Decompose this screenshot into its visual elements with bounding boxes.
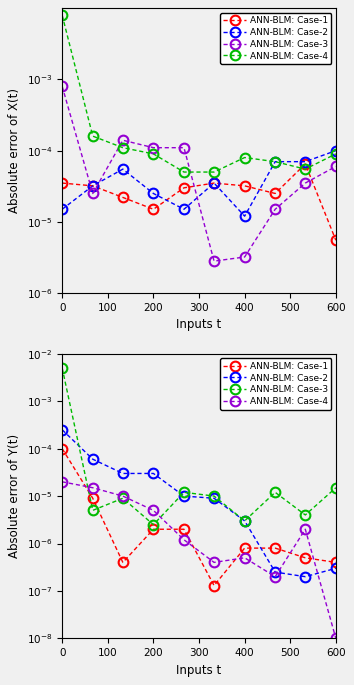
- ANN-BLM: Case-3: (267, 0.00011): Case-3: (267, 0.00011): [182, 144, 186, 152]
- ANN-BLM: Case-3: (0, 0.005): Case-3: (0, 0.005): [60, 364, 64, 372]
- ANN-BLM: Case-1: (333, 1.3e-07): Case-1: (333, 1.3e-07): [212, 582, 216, 590]
- ANN-BLM: Case-4: (0, 2e-05): Case-4: (0, 2e-05): [60, 477, 64, 486]
- ANN-BLM: Case-1: (267, 3e-05): Case-1: (267, 3e-05): [182, 184, 186, 192]
- ANN-BLM: Case-3: (200, 2.5e-06): Case-3: (200, 2.5e-06): [151, 521, 155, 529]
- ANN-BLM: Case-4: (533, 5.5e-05): Case-4: (533, 5.5e-05): [303, 165, 307, 173]
- Y-axis label: Absolute error of Y(t): Absolute error of Y(t): [8, 434, 21, 558]
- ANN-BLM: Case-3: (400, 3.2e-06): Case-3: (400, 3.2e-06): [242, 253, 247, 261]
- ANN-BLM: Case-2: (0, 1.5e-05): Case-2: (0, 1.5e-05): [60, 205, 64, 213]
- ANN-BLM: Case-2: (467, 7e-05): Case-2: (467, 7e-05): [273, 158, 277, 166]
- ANN-BLM: Case-2: (133, 5.5e-05): Case-2: (133, 5.5e-05): [121, 165, 125, 173]
- ANN-BLM: Case-1: (200, 1.5e-05): Case-1: (200, 1.5e-05): [151, 205, 155, 213]
- ANN-BLM: Case-3: (133, 0.00014): Case-3: (133, 0.00014): [121, 136, 125, 145]
- ANN-BLM: Case-2: (267, 1e-05): Case-2: (267, 1e-05): [182, 492, 186, 500]
- Line: ANN-BLM: Case-1: ANN-BLM: Case-1: [57, 444, 341, 590]
- ANN-BLM: Case-4: (200, 9e-05): Case-4: (200, 9e-05): [151, 150, 155, 158]
- Legend: ANN-BLM: Case-1, ANN-BLM: Case-2, ANN-BLM: Case-3, ANN-BLM: Case-4: ANN-BLM: Case-1, ANN-BLM: Case-2, ANN-BL…: [220, 358, 331, 410]
- ANN-BLM: Case-3: (267, 1.2e-05): Case-3: (267, 1.2e-05): [182, 488, 186, 497]
- ANN-BLM: Case-1: (0, 3.5e-05): Case-1: (0, 3.5e-05): [60, 179, 64, 187]
- ANN-BLM: Case-3: (533, 3.5e-05): Case-3: (533, 3.5e-05): [303, 179, 307, 187]
- ANN-BLM: Case-4: (467, 7e-05): Case-4: (467, 7e-05): [273, 158, 277, 166]
- ANN-BLM: Case-4: (600, 9e-05): Case-4: (600, 9e-05): [334, 150, 338, 158]
- ANN-BLM: Case-2: (333, 3.5e-05): Case-2: (333, 3.5e-05): [212, 179, 216, 187]
- ANN-BLM: Case-1: (333, 3.5e-05): Case-1: (333, 3.5e-05): [212, 179, 216, 187]
- ANN-BLM: Case-3: (67, 2.5e-05): Case-3: (67, 2.5e-05): [91, 189, 95, 197]
- ANN-BLM: Case-4: (67, 0.00016): Case-4: (67, 0.00016): [91, 132, 95, 140]
- ANN-BLM: Case-3: (333, 2.8e-06): Case-3: (333, 2.8e-06): [212, 257, 216, 265]
- ANN-BLM: Case-2: (533, 7e-05): Case-2: (533, 7e-05): [303, 158, 307, 166]
- ANN-BLM: Case-1: (67, 9e-06): Case-1: (67, 9e-06): [91, 494, 95, 502]
- ANN-BLM: Case-1: (67, 3.2e-05): Case-1: (67, 3.2e-05): [91, 182, 95, 190]
- ANN-BLM: Case-2: (600, 3e-07): Case-2: (600, 3e-07): [334, 564, 338, 573]
- ANN-BLM: Case-1: (400, 8e-07): Case-1: (400, 8e-07): [242, 544, 247, 552]
- ANN-BLM: Case-1: (600, 5.5e-06): Case-1: (600, 5.5e-06): [334, 236, 338, 245]
- Line: ANN-BLM: Case-4: ANN-BLM: Case-4: [57, 477, 341, 643]
- ANN-BLM: Case-1: (133, 2.2e-05): Case-1: (133, 2.2e-05): [121, 193, 125, 201]
- ANN-BLM: Case-2: (67, 6e-05): Case-2: (67, 6e-05): [91, 455, 95, 463]
- ANN-BLM: Case-2: (533, 2e-07): Case-2: (533, 2e-07): [303, 573, 307, 581]
- ANN-BLM: Case-3: (467, 1.5e-05): Case-3: (467, 1.5e-05): [273, 205, 277, 213]
- ANN-BLM: Case-4: (600, 1e-08): Case-4: (600, 1e-08): [334, 634, 338, 643]
- ANN-BLM: Case-1: (467, 8e-07): Case-1: (467, 8e-07): [273, 544, 277, 552]
- ANN-BLM: Case-3: (600, 6e-05): Case-3: (600, 6e-05): [334, 162, 338, 171]
- ANN-BLM: Case-3: (533, 4e-06): Case-3: (533, 4e-06): [303, 511, 307, 519]
- ANN-BLM: Case-2: (67, 3.2e-05): Case-2: (67, 3.2e-05): [91, 182, 95, 190]
- ANN-BLM: Case-1: (400, 3.2e-05): Case-1: (400, 3.2e-05): [242, 182, 247, 190]
- Line: ANN-BLM: Case-3: ANN-BLM: Case-3: [57, 363, 341, 530]
- ANN-BLM: Case-2: (133, 3e-05): Case-2: (133, 3e-05): [121, 469, 125, 477]
- ANN-BLM: Case-2: (200, 2.5e-05): Case-2: (200, 2.5e-05): [151, 189, 155, 197]
- ANN-BLM: Case-2: (400, 3e-06): Case-2: (400, 3e-06): [242, 516, 247, 525]
- ANN-BLM: Case-4: (0, 0.008): Case-4: (0, 0.008): [60, 11, 64, 19]
- ANN-BLM: Case-4: (67, 1.5e-05): Case-4: (67, 1.5e-05): [91, 484, 95, 492]
- ANN-BLM: Case-3: (0, 0.0008): Case-3: (0, 0.0008): [60, 82, 64, 90]
- ANN-BLM: Case-1: (133, 4e-07): Case-1: (133, 4e-07): [121, 558, 125, 566]
- ANN-BLM: Case-3: (333, 1e-05): Case-3: (333, 1e-05): [212, 492, 216, 500]
- ANN-BLM: Case-1: (0, 0.0001): Case-1: (0, 0.0001): [60, 445, 64, 453]
- ANN-BLM: Case-4: (267, 1.2e-06): Case-4: (267, 1.2e-06): [182, 536, 186, 544]
- ANN-BLM: Case-2: (600, 0.0001): Case-2: (600, 0.0001): [334, 147, 338, 155]
- ANN-BLM: Case-1: (533, 5e-07): Case-1: (533, 5e-07): [303, 553, 307, 562]
- ANN-BLM: Case-3: (600, 1.5e-05): Case-3: (600, 1.5e-05): [334, 484, 338, 492]
- ANN-BLM: Case-2: (467, 2.5e-07): Case-2: (467, 2.5e-07): [273, 568, 277, 576]
- ANN-BLM: Case-4: (133, 0.00011): Case-4: (133, 0.00011): [121, 144, 125, 152]
- ANN-BLM: Case-1: (533, 6.5e-05): Case-1: (533, 6.5e-05): [303, 160, 307, 168]
- ANN-BLM: Case-1: (267, 2e-06): Case-1: (267, 2e-06): [182, 525, 186, 534]
- ANN-BLM: Case-4: (133, 1e-05): Case-4: (133, 1e-05): [121, 492, 125, 500]
- Legend: ANN-BLM: Case-1, ANN-BLM: Case-2, ANN-BLM: Case-3, ANN-BLM: Case-4: ANN-BLM: Case-1, ANN-BLM: Case-2, ANN-BL…: [220, 13, 331, 64]
- ANN-BLM: Case-1: (200, 2e-06): Case-1: (200, 2e-06): [151, 525, 155, 534]
- Line: ANN-BLM: Case-1: ANN-BLM: Case-1: [57, 159, 341, 245]
- ANN-BLM: Case-2: (400, 1.2e-05): Case-2: (400, 1.2e-05): [242, 212, 247, 221]
- Line: ANN-BLM: Case-4: ANN-BLM: Case-4: [57, 10, 341, 177]
- ANN-BLM: Case-2: (200, 3e-05): Case-2: (200, 3e-05): [151, 469, 155, 477]
- ANN-BLM: Case-4: (200, 5e-06): Case-4: (200, 5e-06): [151, 506, 155, 514]
- ANN-BLM: Case-2: (333, 9e-06): Case-2: (333, 9e-06): [212, 494, 216, 502]
- ANN-BLM: Case-4: (333, 4e-07): Case-4: (333, 4e-07): [212, 558, 216, 566]
- Line: ANN-BLM: Case-2: ANN-BLM: Case-2: [57, 146, 341, 221]
- ANN-BLM: Case-4: (533, 2e-06): Case-4: (533, 2e-06): [303, 525, 307, 534]
- ANN-BLM: Case-4: (333, 5e-05): Case-4: (333, 5e-05): [212, 168, 216, 176]
- ANN-BLM: Case-4: (467, 2e-07): Case-4: (467, 2e-07): [273, 573, 277, 581]
- ANN-BLM: Case-3: (467, 1.2e-05): Case-3: (467, 1.2e-05): [273, 488, 277, 497]
- ANN-BLM: Case-4: (400, 8e-05): Case-4: (400, 8e-05): [242, 153, 247, 162]
- ANN-BLM: Case-1: (467, 2.5e-05): Case-1: (467, 2.5e-05): [273, 189, 277, 197]
- X-axis label: Inputs t: Inputs t: [176, 664, 222, 677]
- ANN-BLM: Case-4: (267, 5e-05): Case-4: (267, 5e-05): [182, 168, 186, 176]
- ANN-BLM: Case-3: (133, 9e-06): Case-3: (133, 9e-06): [121, 494, 125, 502]
- ANN-BLM: Case-2: (0, 0.00025): Case-2: (0, 0.00025): [60, 425, 64, 434]
- ANN-BLM: Case-3: (200, 0.00011): Case-3: (200, 0.00011): [151, 144, 155, 152]
- Y-axis label: Absolute error of X(t): Absolute error of X(t): [8, 88, 21, 213]
- Line: ANN-BLM: Case-2: ANN-BLM: Case-2: [57, 425, 341, 582]
- ANN-BLM: Case-3: (400, 3e-06): Case-3: (400, 3e-06): [242, 516, 247, 525]
- ANN-BLM: Case-1: (600, 4e-07): Case-1: (600, 4e-07): [334, 558, 338, 566]
- ANN-BLM: Case-4: (400, 5e-07): Case-4: (400, 5e-07): [242, 553, 247, 562]
- X-axis label: Inputs t: Inputs t: [176, 319, 222, 332]
- ANN-BLM: Case-3: (67, 5e-06): Case-3: (67, 5e-06): [91, 506, 95, 514]
- Line: ANN-BLM: Case-3: ANN-BLM: Case-3: [57, 82, 341, 266]
- ANN-BLM: Case-2: (267, 1.5e-05): Case-2: (267, 1.5e-05): [182, 205, 186, 213]
